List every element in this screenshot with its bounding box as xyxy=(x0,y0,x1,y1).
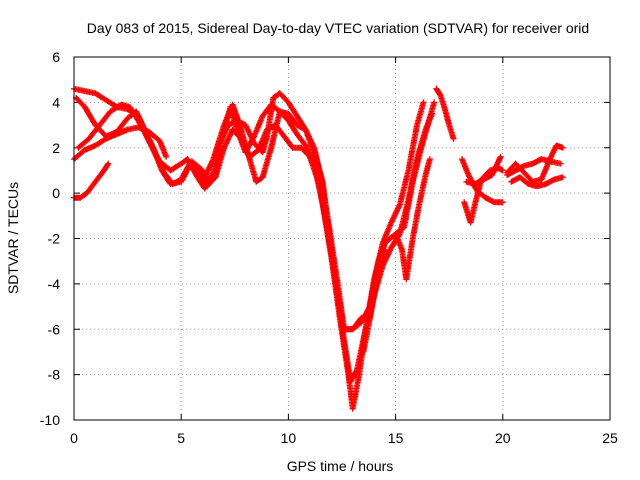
x-tick-label: 5 xyxy=(177,430,185,446)
y-tick-label: -10 xyxy=(40,412,60,428)
series-3 xyxy=(73,94,213,187)
series-15-markers xyxy=(504,142,566,185)
series-3-markers xyxy=(73,94,213,187)
y-tick-label: 4 xyxy=(52,94,60,110)
y-tick-label: -8 xyxy=(48,367,61,383)
series-12-markers xyxy=(463,153,504,187)
x-tick-label: 10 xyxy=(281,430,297,446)
chart-title: Day 083 of 2015, Sidereal Day-to-day VTE… xyxy=(87,20,589,36)
x-tick-label: 20 xyxy=(495,430,511,446)
grid xyxy=(74,57,610,420)
data-series xyxy=(71,85,566,412)
series-14 xyxy=(508,174,566,190)
x-tick-label: 15 xyxy=(388,430,404,446)
series-11-markers xyxy=(459,156,506,206)
y-tick-label: 0 xyxy=(52,185,60,201)
y-axis-label: SDTVAR / TECUs xyxy=(5,182,21,294)
series-2 xyxy=(71,160,112,201)
series-5-markers xyxy=(75,99,427,412)
x-tick-label: 25 xyxy=(602,430,618,446)
series-7-markers xyxy=(216,90,388,333)
y-tick-label: 2 xyxy=(52,140,60,156)
series-5 xyxy=(75,99,427,412)
x-tick-label: 0 xyxy=(70,430,78,446)
series-7 xyxy=(216,90,388,333)
y-tick-label: -6 xyxy=(48,321,61,337)
x-axis-label: GPS time / hours xyxy=(287,458,394,474)
plot-frame xyxy=(73,56,611,421)
series-11 xyxy=(459,156,506,206)
axis-ticks: 0 5 10 15 20 25 -10 -8 -6 -4 -2 0 2 4 6 xyxy=(40,49,618,446)
y-tick-label: -2 xyxy=(48,231,61,247)
series-14-markers xyxy=(508,174,566,190)
series-8 xyxy=(360,156,433,355)
y-tick-label: -4 xyxy=(48,276,61,292)
series-9 xyxy=(433,85,457,142)
series-15 xyxy=(504,142,566,185)
series-2-markers xyxy=(71,160,112,201)
series-9-markers xyxy=(433,85,457,142)
series-12 xyxy=(463,153,504,187)
y-tick-label: 6 xyxy=(52,49,60,65)
series-8-markers xyxy=(360,156,433,355)
